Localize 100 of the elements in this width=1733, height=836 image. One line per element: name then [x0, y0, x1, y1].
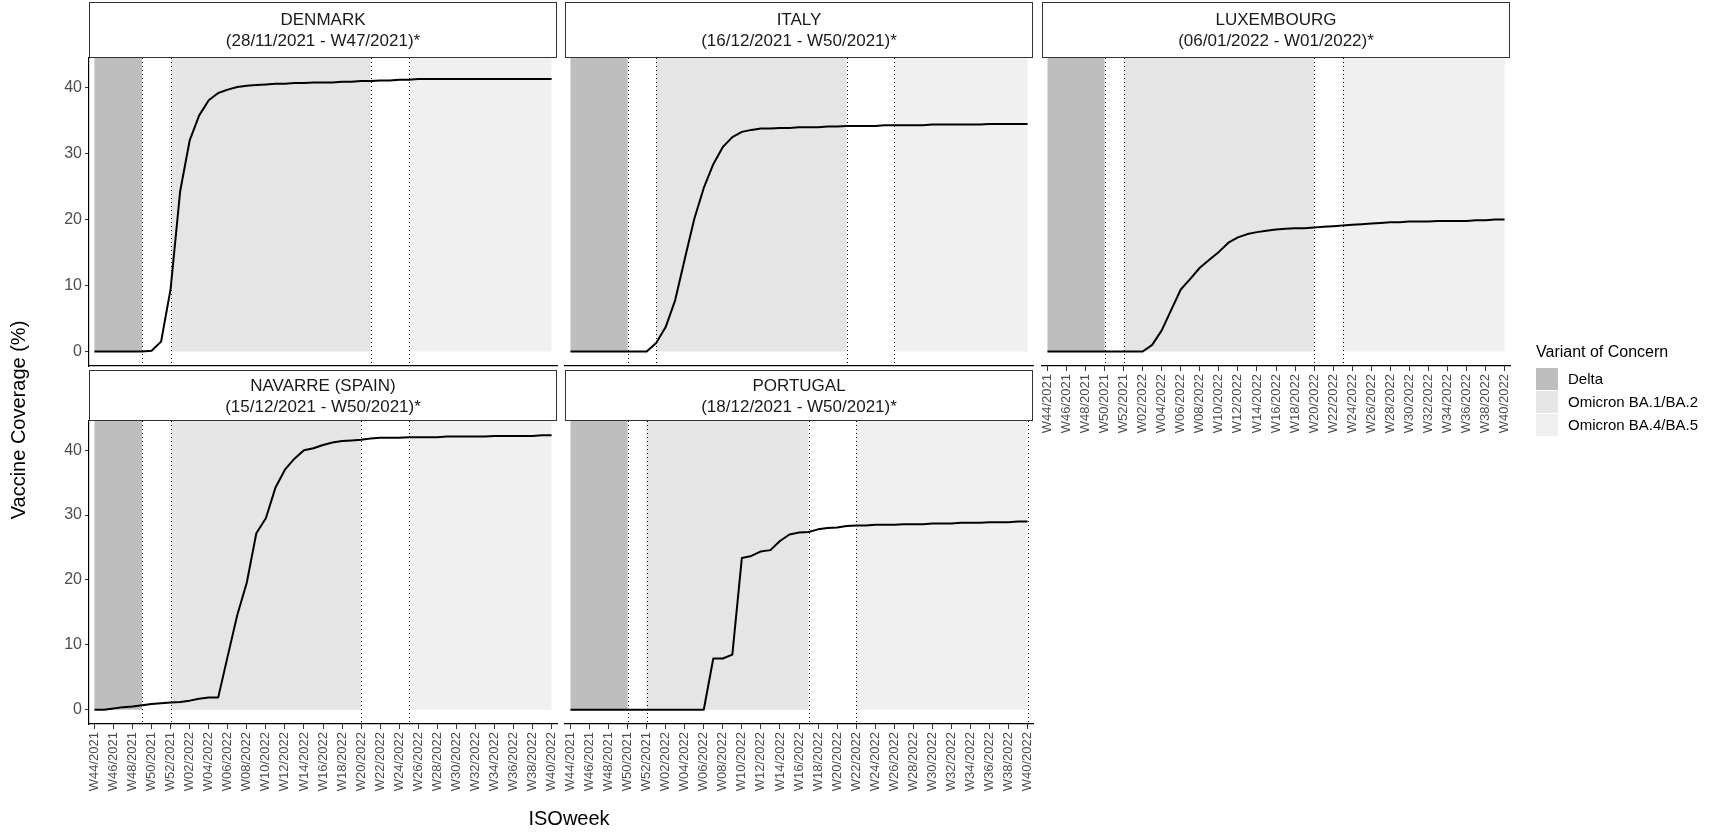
y-tick-label: 0 — [73, 341, 83, 359]
x-tick-label: W28/2022 — [1381, 374, 1397, 434]
y-tick-label: 30 — [64, 144, 83, 162]
x-tick-label: W18/2022 — [809, 732, 825, 792]
x-tick-label: W02/2022 — [1134, 374, 1150, 434]
x-tick-label: W32/2022 — [1419, 374, 1435, 434]
x-tick-label: W52/2021 — [162, 732, 178, 792]
x-tick-label: W22/2022 — [847, 732, 863, 792]
x-tick-label: W12/2022 — [276, 732, 292, 792]
x-tick-label: W18/2022 — [333, 732, 349, 792]
x-tick-label: W20/2022 — [1305, 374, 1321, 434]
x-tick-label: W06/2022 — [695, 732, 711, 792]
y-tick-label: 40 — [64, 78, 83, 96]
x-tick-label: W36/2022 — [981, 732, 997, 792]
x-tick-label: W30/2022 — [923, 732, 939, 792]
x-tick-label: W44/2021 — [86, 732, 102, 792]
x-tick-label: W28/2022 — [904, 732, 920, 792]
x-axis-title: ISOweek — [528, 806, 610, 830]
x-tick-label: W48/2021 — [600, 732, 616, 792]
y-tick-label: 20 — [64, 570, 83, 588]
x-tick-label: W24/2022 — [390, 732, 406, 792]
x-tick-label: W38/2022 — [1000, 732, 1016, 792]
x-tick-label: W32/2022 — [466, 732, 482, 792]
x-tick-label: W04/2022 — [1153, 374, 1169, 434]
chart-title: DENMARK — [279, 9, 367, 30]
y-tick-label: 40 — [64, 440, 83, 458]
x-tick-label: W22/2022 — [1324, 374, 1340, 434]
x-tick-label: W32/2022 — [942, 732, 958, 792]
y-tick-label: 30 — [64, 505, 83, 523]
chart-title: PORTUGAL — [751, 374, 847, 396]
x-tick-label: W46/2021 — [1058, 374, 1074, 434]
chart-subtitle: (15/12/2021 - W50/2021)* — [224, 395, 422, 417]
legend-label: Omicron BA.4/BA.5 — [1568, 416, 1699, 433]
x-tick-label: W48/2021 — [124, 732, 140, 792]
legend-label: Omicron BA.1/BA.2 — [1568, 393, 1699, 410]
x-tick-label: W04/2022 — [676, 732, 692, 792]
chart-subtitle: (18/12/2021 - W50/2021)* — [700, 395, 898, 417]
x-tick-label: W50/2021 — [143, 732, 159, 792]
x-tick-label: W18/2022 — [1286, 374, 1302, 434]
x-tick-label: W06/2022 — [219, 732, 235, 792]
y-tick-label: 0 — [73, 700, 83, 718]
x-tick-label: W12/2022 — [752, 732, 768, 792]
x-tick-label: W16/2022 — [1267, 374, 1283, 434]
x-tick-label: W24/2022 — [866, 732, 882, 792]
chart-title: NAVARRE (SPAIN) — [249, 374, 397, 396]
x-tick-label: W36/2022 — [1458, 374, 1474, 434]
x-tick-label: W34/2022 — [486, 732, 501, 792]
x-tick-label: W02/2022 — [181, 732, 197, 792]
y-tick-label: 10 — [64, 635, 83, 653]
x-tick-label: W20/2022 — [352, 732, 368, 792]
x-tick-label: W50/2021 — [1096, 374, 1112, 434]
x-tick-label: W26/2022 — [409, 732, 425, 792]
x-tick-label: W34/2022 — [962, 732, 977, 792]
x-tick-label: W14/2022 — [1248, 374, 1264, 434]
x-tick-label: W14/2022 — [771, 732, 787, 792]
x-tick-label: W12/2022 — [1229, 374, 1245, 434]
x-tick-label: W30/2022 — [1400, 374, 1416, 434]
x-tick-label: W20/2022 — [828, 732, 844, 792]
chart-title: LUXEMBOURG — [1214, 9, 1338, 30]
x-tick-label: W30/2022 — [447, 732, 463, 792]
legend-title: Variant of Concern — [1536, 343, 1670, 361]
x-tick-label: W52/2021 — [1115, 374, 1131, 434]
x-tick-label: W52/2021 — [638, 732, 654, 792]
chart-title: ITALY — [775, 9, 823, 30]
x-tick-label: W08/2022 — [238, 732, 254, 792]
x-tick-label: W10/2022 — [257, 732, 273, 792]
x-tick-label: W08/2022 — [714, 732, 730, 792]
x-tick-label: W28/2022 — [428, 732, 444, 792]
chart-subtitle: (16/12/2021 - W50/2021)* — [700, 30, 898, 51]
x-tick-label: W38/2022 — [524, 732, 540, 792]
x-tick-label: W02/2022 — [657, 732, 673, 792]
x-tick-label: W26/2022 — [1362, 374, 1378, 434]
x-tick-label: W46/2021 — [105, 732, 121, 792]
x-tick-label: W06/2022 — [1172, 374, 1188, 434]
x-tick-label: W40/2022 — [543, 732, 559, 792]
x-tick-label: W44/2021 — [1039, 374, 1055, 434]
x-tick-label: W50/2021 — [619, 732, 635, 792]
chart-subtitle: (28/11/2021 - W47/2021)* — [224, 30, 422, 51]
x-tick-label: W48/2021 — [1077, 374, 1093, 434]
y-axis-title: Vaccine Coverage (%) — [6, 320, 30, 520]
x-tick-label: W36/2022 — [505, 732, 521, 792]
x-tick-label: W40/2022 — [1019, 732, 1035, 792]
x-tick-label: W26/2022 — [885, 732, 901, 792]
x-tick-label: W24/2022 — [1343, 374, 1359, 434]
legend-label: Delta — [1568, 370, 1604, 387]
chart-subtitle: (06/01/2022 - W01/2022)* — [1177, 30, 1375, 51]
x-tick-label: W22/2022 — [371, 732, 387, 792]
x-tick-label: W14/2022 — [295, 732, 311, 792]
x-tick-label: W10/2022 — [1210, 374, 1226, 434]
x-tick-label: W34/2022 — [1439, 374, 1454, 434]
x-tick-label: W46/2021 — [581, 732, 597, 792]
x-tick-label: W40/2022 — [1496, 374, 1512, 434]
x-tick-label: W16/2022 — [790, 732, 806, 792]
x-tick-label: W16/2022 — [314, 732, 330, 792]
x-tick-label: W04/2022 — [200, 732, 216, 792]
x-tick-label: W44/2021 — [562, 732, 578, 792]
x-tick-label: W38/2022 — [1477, 374, 1493, 434]
x-tick-label: W10/2022 — [733, 732, 749, 792]
x-tick-label: W08/2022 — [1191, 374, 1207, 434]
y-tick-label: 10 — [64, 275, 83, 293]
